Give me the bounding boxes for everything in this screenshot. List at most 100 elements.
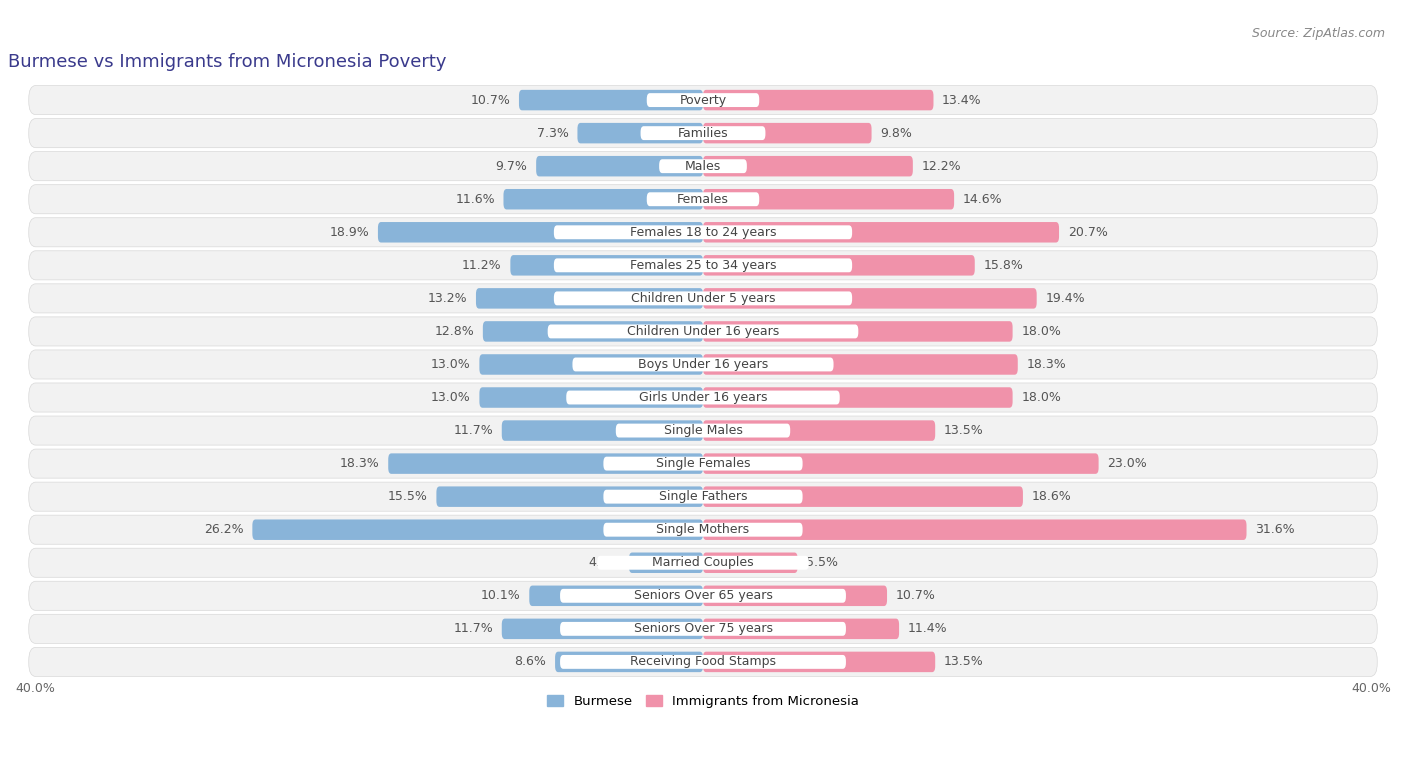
FancyBboxPatch shape — [252, 519, 703, 540]
FancyBboxPatch shape — [572, 358, 834, 371]
FancyBboxPatch shape — [510, 255, 703, 276]
Text: 15.5%: 15.5% — [388, 490, 427, 503]
Text: 10.1%: 10.1% — [481, 589, 520, 603]
Text: 11.7%: 11.7% — [453, 424, 494, 437]
Text: 18.0%: 18.0% — [1021, 391, 1062, 404]
FancyBboxPatch shape — [28, 185, 1378, 214]
Text: Single Females: Single Females — [655, 457, 751, 470]
Text: 14.6%: 14.6% — [963, 193, 1002, 205]
Text: 40.0%: 40.0% — [15, 682, 55, 695]
Text: 9.7%: 9.7% — [496, 160, 527, 173]
FancyBboxPatch shape — [616, 424, 790, 437]
Text: 11.4%: 11.4% — [908, 622, 948, 635]
Text: 13.0%: 13.0% — [432, 358, 471, 371]
FancyBboxPatch shape — [703, 90, 934, 111]
FancyBboxPatch shape — [28, 86, 1378, 114]
Text: 13.5%: 13.5% — [943, 656, 984, 669]
FancyBboxPatch shape — [560, 589, 846, 603]
Text: Families: Families — [678, 127, 728, 139]
FancyBboxPatch shape — [703, 453, 1098, 474]
FancyBboxPatch shape — [502, 619, 703, 639]
Text: 11.2%: 11.2% — [463, 258, 502, 272]
FancyBboxPatch shape — [603, 490, 803, 503]
FancyBboxPatch shape — [28, 482, 1378, 511]
Text: 13.5%: 13.5% — [943, 424, 984, 437]
FancyBboxPatch shape — [603, 523, 803, 537]
FancyBboxPatch shape — [502, 421, 703, 441]
FancyBboxPatch shape — [529, 586, 703, 606]
FancyBboxPatch shape — [560, 655, 846, 669]
FancyBboxPatch shape — [628, 553, 703, 573]
FancyBboxPatch shape — [519, 90, 703, 111]
FancyBboxPatch shape — [479, 387, 703, 408]
FancyBboxPatch shape — [28, 317, 1378, 346]
Text: 18.3%: 18.3% — [340, 457, 380, 470]
FancyBboxPatch shape — [659, 159, 747, 173]
Text: 9.8%: 9.8% — [880, 127, 912, 139]
Text: Children Under 16 years: Children Under 16 years — [627, 325, 779, 338]
FancyBboxPatch shape — [28, 548, 1378, 578]
FancyBboxPatch shape — [703, 354, 1018, 374]
FancyBboxPatch shape — [555, 652, 703, 672]
FancyBboxPatch shape — [647, 93, 759, 107]
FancyBboxPatch shape — [28, 350, 1378, 379]
FancyBboxPatch shape — [554, 225, 852, 240]
FancyBboxPatch shape — [28, 152, 1378, 180]
FancyBboxPatch shape — [703, 553, 797, 573]
FancyBboxPatch shape — [603, 456, 803, 471]
Text: Poverty: Poverty — [679, 93, 727, 107]
FancyBboxPatch shape — [703, 519, 1247, 540]
FancyBboxPatch shape — [536, 156, 703, 177]
FancyBboxPatch shape — [28, 614, 1378, 644]
Text: 40.0%: 40.0% — [1351, 682, 1391, 695]
FancyBboxPatch shape — [28, 416, 1378, 445]
Text: Married Couples: Married Couples — [652, 556, 754, 569]
Text: Females 18 to 24 years: Females 18 to 24 years — [630, 226, 776, 239]
Text: Boys Under 16 years: Boys Under 16 years — [638, 358, 768, 371]
Text: 31.6%: 31.6% — [1256, 523, 1295, 536]
Text: 13.4%: 13.4% — [942, 93, 981, 107]
Text: 19.4%: 19.4% — [1045, 292, 1085, 305]
FancyBboxPatch shape — [647, 193, 759, 206]
Text: 26.2%: 26.2% — [204, 523, 243, 536]
Text: Children Under 5 years: Children Under 5 years — [631, 292, 775, 305]
FancyBboxPatch shape — [703, 652, 935, 672]
FancyBboxPatch shape — [548, 324, 858, 338]
FancyBboxPatch shape — [477, 288, 703, 309]
Text: 20.7%: 20.7% — [1067, 226, 1108, 239]
FancyBboxPatch shape — [578, 123, 703, 143]
Text: Females: Females — [678, 193, 728, 205]
FancyBboxPatch shape — [703, 189, 955, 209]
FancyBboxPatch shape — [703, 421, 935, 441]
FancyBboxPatch shape — [554, 258, 852, 272]
FancyBboxPatch shape — [28, 218, 1378, 247]
FancyBboxPatch shape — [28, 118, 1378, 148]
Text: Burmese vs Immigrants from Micronesia Poverty: Burmese vs Immigrants from Micronesia Po… — [8, 53, 447, 71]
Text: 11.6%: 11.6% — [456, 193, 495, 205]
Text: Single Males: Single Males — [664, 424, 742, 437]
FancyBboxPatch shape — [28, 251, 1378, 280]
FancyBboxPatch shape — [503, 189, 703, 209]
FancyBboxPatch shape — [378, 222, 703, 243]
Text: 11.7%: 11.7% — [453, 622, 494, 635]
FancyBboxPatch shape — [28, 449, 1378, 478]
Text: 18.9%: 18.9% — [329, 226, 370, 239]
FancyBboxPatch shape — [703, 222, 1059, 243]
FancyBboxPatch shape — [28, 283, 1378, 313]
FancyBboxPatch shape — [703, 487, 1024, 507]
Text: 13.2%: 13.2% — [427, 292, 467, 305]
Text: 7.3%: 7.3% — [537, 127, 569, 139]
FancyBboxPatch shape — [598, 556, 808, 570]
FancyBboxPatch shape — [28, 581, 1378, 610]
FancyBboxPatch shape — [703, 156, 912, 177]
Text: Seniors Over 65 years: Seniors Over 65 years — [634, 589, 772, 603]
Text: 18.3%: 18.3% — [1026, 358, 1066, 371]
Text: 18.6%: 18.6% — [1032, 490, 1071, 503]
FancyBboxPatch shape — [703, 321, 1012, 342]
Text: 4.3%: 4.3% — [589, 556, 620, 569]
Text: 18.0%: 18.0% — [1021, 325, 1062, 338]
Text: Source: ZipAtlas.com: Source: ZipAtlas.com — [1251, 27, 1385, 39]
FancyBboxPatch shape — [641, 126, 765, 140]
FancyBboxPatch shape — [436, 487, 703, 507]
FancyBboxPatch shape — [554, 291, 852, 305]
